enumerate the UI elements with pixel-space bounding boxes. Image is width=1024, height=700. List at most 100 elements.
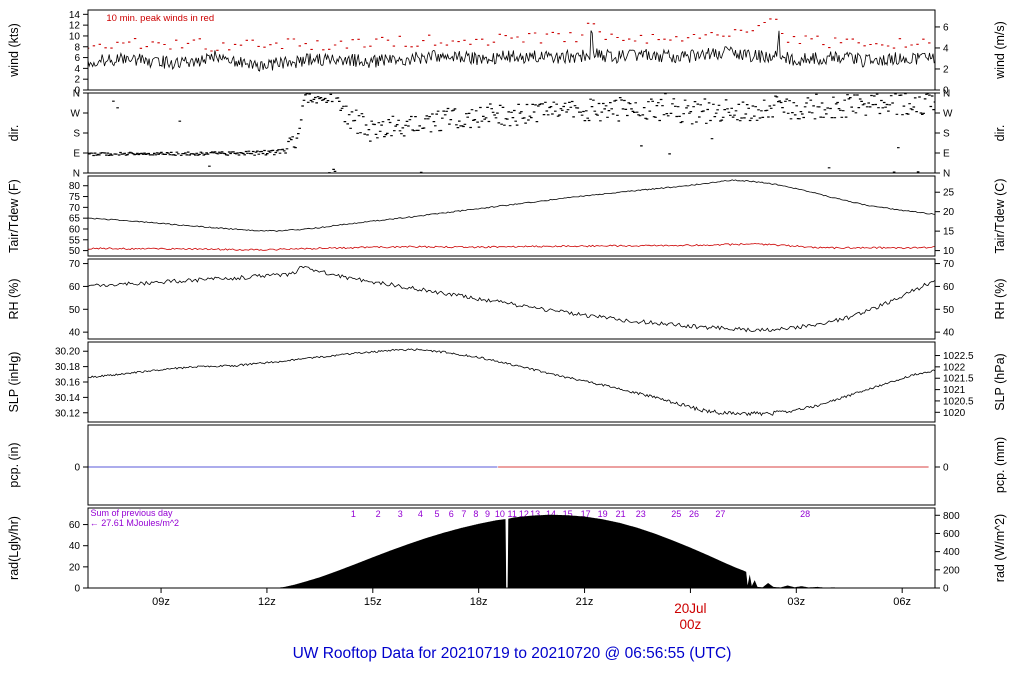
mj-cumulative-marker: 5 [434,509,439,519]
left-tick-label: 20 [69,562,81,573]
left-tick-label: 60 [69,520,81,531]
panel-series-dir [88,93,935,173]
mj-cumulative-marker: 10 [495,509,505,519]
left-tick-label: 50 [69,305,81,316]
left-tick-label: 2 [74,75,80,86]
mj-cumulative-marker: 1 [351,509,356,519]
x-tick-label: 18z [470,596,488,608]
right-tick-label: 4 [943,43,949,54]
right-tick-label: N [943,169,950,180]
panel-annotation-wind: 10 min. peak winds in red [106,13,214,24]
right-tick-label: 600 [943,529,960,540]
right-tick-label: 1021 [943,385,966,396]
right-tick-label: 10 [943,246,955,257]
right-tick-label: S [943,129,950,140]
panel-border-pcp [87,424,936,506]
mj-cumulative-marker: 19 [598,509,608,519]
left-tick-label: 14 [69,10,81,21]
right-tick-label: 0 [943,86,949,97]
right-axis-title-dir: dir. [993,125,1007,142]
left-axis-title-temp: Tair/Tdew (F) [7,179,21,253]
left-tick-label: 55 [69,235,81,246]
x-tick-label: 15z [364,596,382,608]
left-axis-title-dir: dir. [7,125,21,142]
panel-series-rh [88,265,935,333]
right-tick-label: 20 [943,207,955,218]
left-tick-label: 80 [69,181,81,192]
left-tick-label: 30.20 [55,347,80,358]
panel-series-temp [88,179,935,251]
mj-cumulative-marker: 12 [519,509,529,519]
left-tick-label: 4 [74,64,80,75]
left-tick-label: E [73,149,80,160]
left-tick-label: W [71,109,81,120]
left-tick-label: 30.14 [55,393,80,404]
right-tick-label: 25 [943,188,955,199]
left-tick-label: 40 [69,328,81,339]
panel-border-temp [87,175,936,257]
mj-cumulative-marker: 13 [530,509,540,519]
left-tick-label: 30.12 [55,408,80,419]
left-tick-label: 30.16 [55,378,80,389]
left-tick-label: 40 [69,541,81,552]
right-axis-title-slp: SLP (hPa) [993,353,1007,410]
panel-annotation-rad: Sum of previous day [91,508,174,518]
panel-border-slp [87,341,936,423]
left-axis-title-rad: rad(Lgly/hr) [7,516,21,580]
mj-cumulative-marker: 28 [800,509,810,519]
right-tick-label: 6 [943,22,949,33]
right-tick-label: 0 [943,463,949,474]
panel-border-dir [87,92,936,174]
mj-cumulative-marker: 15 [563,509,573,519]
left-tick-label: 0 [74,584,80,595]
mj-cumulative-marker: 2 [376,509,381,519]
right-tick-label: 400 [943,547,960,558]
figure-title: UW Rooftop Data for 20210719 to 20210720… [293,645,732,662]
mj-cumulative-marker: 23 [636,509,646,519]
left-tick-label: N [73,89,80,100]
right-tick-label: 200 [943,565,960,576]
left-tick-label: 50 [69,246,81,257]
mj-cumulative-marker: 26 [689,509,699,519]
left-tick-label: 70 [69,203,81,214]
left-tick-label: S [73,129,80,140]
left-axis-title-pcp: pcp. (in) [7,442,21,487]
right-tick-label: 800 [943,511,960,522]
x-tick-date-label: 20Jul [674,601,706,616]
panel-annotation-rad: ← 27.61 MJoules/m^2 [90,518,179,528]
right-tick-label: 70 [943,259,955,270]
right-tick-label: N [943,89,950,100]
right-tick-label: 1022.5 [943,351,974,362]
right-axis-title-pcp: pcp. (mm) [993,437,1007,493]
mj-cumulative-marker: 9 [485,509,490,519]
x-tick-label: 21z [576,596,594,608]
series-relative-humidity [88,265,935,333]
left-tick-label: 30.18 [55,362,80,373]
right-tick-label: 40 [943,328,955,339]
right-tick-label: 60 [943,282,955,293]
right-axis-title-rh: RH (%) [993,279,1007,320]
mj-cumulative-marker: 14 [546,509,556,519]
x-tick-label: 12z [258,596,276,608]
right-tick-label: 1021.5 [943,374,974,385]
right-tick-label: 2 [943,64,949,75]
left-tick-label: 75 [69,192,81,203]
left-tick-label: 6 [74,53,80,64]
mj-cumulative-marker: 8 [473,509,478,519]
left-axis-title-slp: SLP (inHg) [7,352,21,413]
mj-cumulative-marker: 17 [581,509,591,519]
right-axis-title-rad: rad (W/m^2) [993,514,1007,582]
right-axis-title-wind: wind (m/s) [993,21,1007,80]
series-air-temperature [88,179,935,232]
mj-cumulative-marker: 21 [616,509,626,519]
left-axis-title-rh: RH (%) [7,279,21,320]
right-tick-label: 1022 [943,362,966,373]
right-tick-label: 1020 [943,408,966,419]
mj-cumulative-marker: 4 [418,509,423,519]
panel-series-rad [88,514,935,588]
left-tick-label: 0 [74,86,80,97]
left-tick-label: 70 [69,259,81,270]
series-solar-radiation [88,514,935,588]
right-tick-label: 0 [943,584,949,595]
